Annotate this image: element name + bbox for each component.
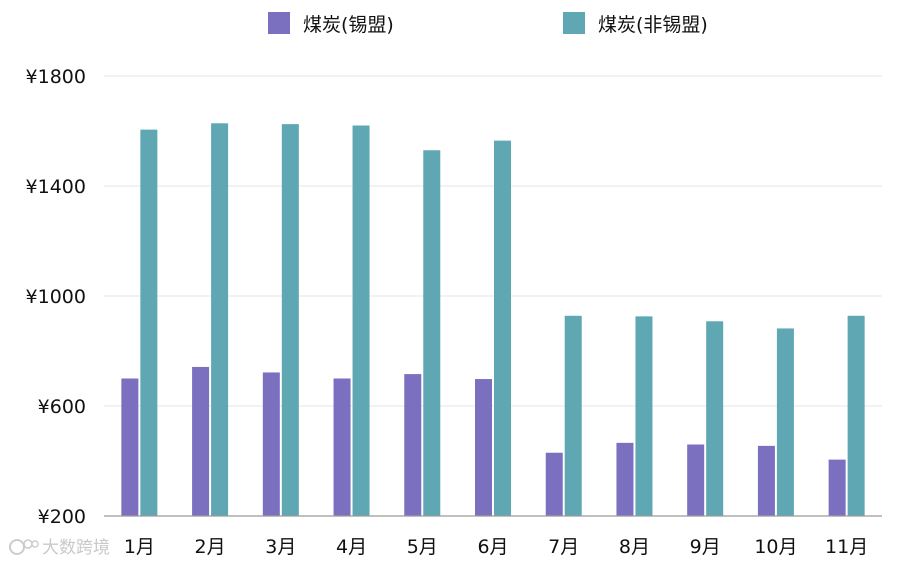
- bar-series-0-11: [828, 459, 846, 516]
- watermark: 大数跨境: [9, 538, 110, 558]
- bar-series-1-10: [776, 328, 794, 516]
- y-tick-label: ¥600: [38, 396, 86, 418]
- bar-series-0-1: [121, 378, 139, 516]
- x-tick-label: 11月: [825, 536, 868, 558]
- y-tick-label: ¥200: [38, 506, 86, 528]
- bar-series-0-10: [757, 445, 775, 516]
- x-tick-label: 8月: [619, 536, 650, 558]
- x-tick-label: 2月: [195, 536, 226, 558]
- bar-series-1-6: [494, 140, 511, 516]
- legend-label: 煤炭(锡盟): [303, 14, 394, 36]
- x-tick-label: 7月: [548, 536, 579, 558]
- y-tick-label: ¥1000: [26, 286, 86, 308]
- bar-series-0-3: [262, 372, 280, 516]
- bar-series-0-2: [192, 366, 210, 516]
- bar-series-1-11: [847, 315, 865, 516]
- watermark-logo-icon: [9, 539, 39, 555]
- bar-series-0-6: [475, 379, 492, 516]
- x-tick-label: 1月: [124, 536, 155, 558]
- legend-item-1: 煤炭(非锡盟): [563, 12, 708, 36]
- bar-series-1-9: [706, 321, 724, 516]
- x-tick-label: 4月: [336, 536, 367, 558]
- bar-series-0-4: [333, 378, 351, 516]
- legend-item-0: 煤炭(锡盟): [268, 12, 394, 36]
- legend-label: 煤炭(非锡盟): [598, 14, 708, 36]
- bar-series-0-9: [687, 444, 705, 516]
- y-axis: ¥200 ¥600 ¥1000 ¥1400 ¥1800: [26, 66, 86, 528]
- x-tick-label: 5月: [407, 536, 438, 558]
- y-tick-label: ¥1800: [26, 66, 86, 88]
- bar-series-0-7: [545, 452, 563, 516]
- legend: 煤炭(锡盟) 煤炭(非锡盟): [268, 12, 708, 36]
- legend-swatch: [268, 12, 290, 34]
- bar-series-1-8: [635, 316, 653, 516]
- x-tick-label: 6月: [477, 536, 508, 558]
- x-axis: 1月 2月 3月 4月 5月 6月 7月 8月 9月 10月 11月: [124, 536, 868, 558]
- x-tick-label: 9月: [690, 536, 721, 558]
- y-tick-label: ¥1400: [26, 176, 86, 198]
- bar-series-1-3: [281, 124, 299, 516]
- bar-series-1-7: [564, 315, 582, 516]
- bar-series-0-8: [616, 442, 634, 516]
- bar-series-1-1: [140, 129, 158, 516]
- bar-series-0-5: [404, 374, 422, 516]
- bars: [121, 123, 865, 517]
- legend-swatch: [563, 12, 585, 34]
- bar-series-1-5: [423, 150, 441, 516]
- gridlines: [104, 75, 882, 407]
- watermark-text: 大数跨境: [42, 538, 110, 558]
- x-tick-label: 3月: [265, 536, 296, 558]
- bar-series-1-2: [211, 123, 229, 517]
- x-tick-label: 10月: [754, 536, 797, 558]
- bar-series-1-4: [352, 125, 370, 516]
